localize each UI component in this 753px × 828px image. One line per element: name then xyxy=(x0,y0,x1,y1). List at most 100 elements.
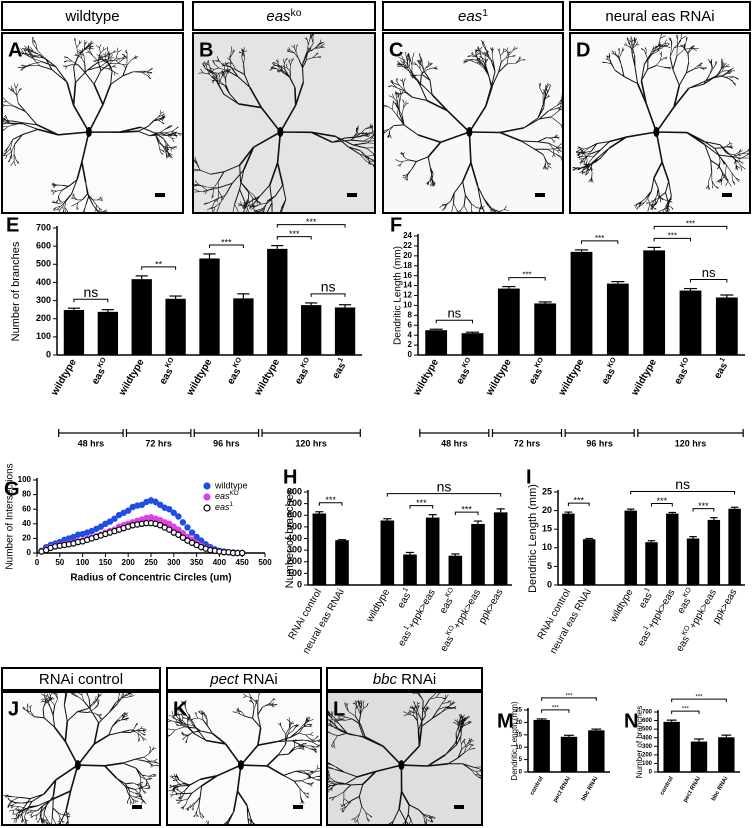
bar xyxy=(471,523,485,585)
group-bracket xyxy=(564,429,635,437)
y-tick-label: 600 xyxy=(36,241,51,251)
y-tick-label: 800 xyxy=(287,486,302,496)
x-tick-label-sup: KO xyxy=(300,356,312,369)
data-point xyxy=(97,523,105,530)
panel-letter: F xyxy=(390,214,402,236)
bar xyxy=(131,279,152,355)
panel-letter: J xyxy=(8,698,19,720)
panel-title-after: RNAi xyxy=(239,671,278,688)
data-point xyxy=(179,519,187,526)
dendrite xyxy=(238,82,336,186)
significance-label: *** xyxy=(698,501,709,511)
micrograph xyxy=(383,33,563,213)
significance-bracket xyxy=(409,505,434,509)
dendrite xyxy=(327,692,482,825)
image-frame xyxy=(569,32,751,214)
data-point xyxy=(184,524,191,531)
significance-bracket xyxy=(653,225,728,230)
legend-label: wildtype xyxy=(214,480,248,490)
x-tick-label-sup: 1 xyxy=(402,586,410,593)
group-label: 120 hrs xyxy=(295,438,327,448)
group-label: 72 hrs xyxy=(145,438,172,448)
y-tick-label: 40 xyxy=(22,519,31,528)
y-tick-label: 100 xyxy=(36,331,51,341)
bar xyxy=(533,719,550,772)
data-point xyxy=(238,549,246,557)
significance-bracket xyxy=(671,710,700,715)
significance-bracket xyxy=(276,224,346,228)
bar xyxy=(588,730,605,772)
significance-bracket xyxy=(692,508,715,512)
y-tick-label: 5 xyxy=(547,561,552,571)
significance-bracket xyxy=(310,293,346,297)
bar xyxy=(686,538,700,585)
y-tick-label: 0 xyxy=(649,770,653,776)
significance-label: ns xyxy=(702,265,716,280)
y-tick-label: 24 xyxy=(403,231,412,240)
dendrite xyxy=(417,86,525,187)
bar xyxy=(448,555,463,585)
data-point xyxy=(106,518,114,525)
y-tick-label: 10 xyxy=(403,301,412,310)
x-tick-label: 100 xyxy=(76,558,90,567)
y-tick-label: 20 xyxy=(515,720,522,726)
scale-bar xyxy=(155,193,165,197)
bar xyxy=(560,736,578,772)
y-tick-label: 20 xyxy=(542,505,552,515)
dendrite xyxy=(589,53,732,208)
data-point xyxy=(166,506,173,513)
group-bracket xyxy=(637,429,744,437)
y-tick-label: 0 xyxy=(27,548,32,557)
micrograph-background xyxy=(2,33,183,213)
panel-letter: K xyxy=(173,698,188,720)
x-tick-label: 50 xyxy=(55,558,64,567)
group-bracket xyxy=(58,429,124,437)
bar xyxy=(199,258,220,355)
bar xyxy=(267,248,288,355)
group-label: 120 hrs xyxy=(675,438,707,448)
legend-marker xyxy=(203,493,211,501)
significance-bracket xyxy=(73,298,109,303)
x-tick-label: 500 xyxy=(258,558,272,567)
significance-label: *** xyxy=(461,504,472,514)
x-tick-label-sup: KO xyxy=(681,624,692,637)
x-tick-label-sup: 1 xyxy=(642,624,650,631)
y-tick-label: 700 xyxy=(36,222,51,232)
panel-title-sup: 1 xyxy=(482,7,488,19)
significance-bracket xyxy=(386,493,502,497)
dendrite xyxy=(609,80,706,182)
panel-title-base: pect xyxy=(209,671,239,688)
panel-title: neural eas RNAi xyxy=(605,8,714,25)
cell-body xyxy=(237,760,244,771)
dendrite xyxy=(167,692,321,825)
data-point xyxy=(170,523,177,530)
dendrite xyxy=(200,727,284,812)
y-tick-label: 0 xyxy=(519,770,523,776)
bar xyxy=(425,517,440,585)
significance-label: ns xyxy=(437,478,452,494)
y-tick-label: 100 xyxy=(287,568,302,578)
y-tick-label: 20 xyxy=(22,534,31,543)
y-tick-label: 4 xyxy=(408,330,413,339)
micrograph-background xyxy=(570,33,750,213)
y-tick-label: 25 xyxy=(542,486,552,496)
legend-label: eas1 xyxy=(215,501,234,513)
significance-bracket xyxy=(651,502,673,507)
significance-label: *** xyxy=(221,237,232,247)
group-bracket xyxy=(261,429,361,437)
legend-label-base: eas xyxy=(215,502,230,512)
bar xyxy=(718,737,735,772)
y-tick-label: 400 xyxy=(287,533,302,543)
bar xyxy=(534,303,557,355)
y-tick-label: 16 xyxy=(403,271,412,280)
panel-title-after: RNAi xyxy=(397,671,436,688)
group-label: 72 hrs xyxy=(514,438,541,448)
panel-title: bbc RNAi xyxy=(373,671,436,688)
y-tick-label: 600 xyxy=(642,718,653,724)
micrograph xyxy=(2,33,183,213)
panel-letter: G xyxy=(4,478,20,500)
data-point xyxy=(179,534,187,541)
bar xyxy=(728,508,741,585)
bar xyxy=(461,333,484,355)
